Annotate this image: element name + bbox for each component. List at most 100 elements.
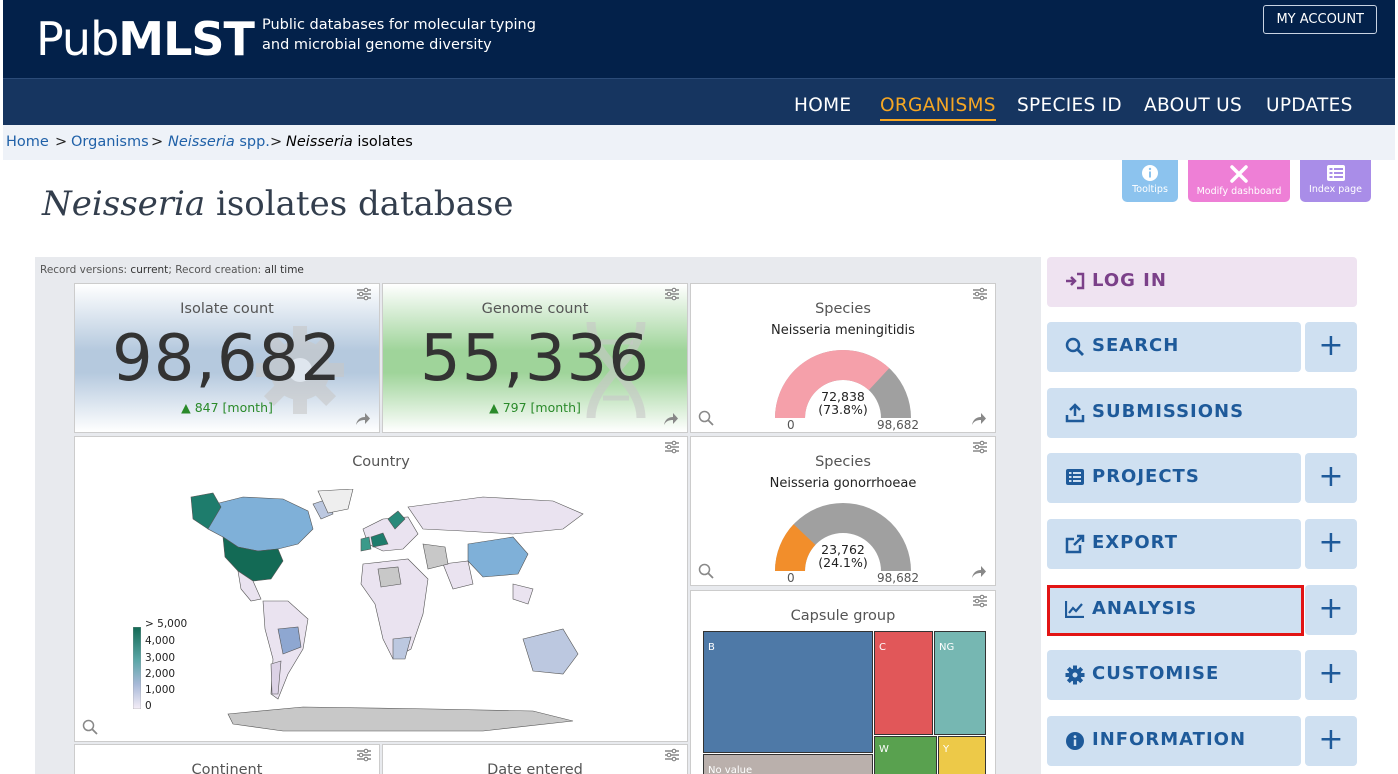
widget-settings-icon[interactable]	[664, 748, 680, 762]
site-tagline: Public databases for molecular typing an…	[262, 17, 536, 53]
gauge-fill	[775, 350, 890, 418]
treemap-cell-c[interactable]: C	[874, 631, 933, 735]
tools-icon	[1230, 165, 1248, 183]
nav-updates[interactable]: UPDATES	[1266, 95, 1353, 116]
nav-home[interactable]: HOME	[794, 95, 852, 116]
zoom-icon[interactable]	[82, 719, 98, 735]
breadcrumb-current: Neisseria isolates	[286, 134, 413, 150]
widget-settings-icon[interactable]	[356, 287, 372, 301]
widget-settings-icon[interactable]	[972, 594, 988, 608]
sign-in-icon	[1066, 272, 1085, 290]
gear-icon	[1065, 665, 1085, 685]
analysis-expand-button[interactable]: +	[1305, 585, 1357, 635]
dashboard: Record versions: current; Record creatio…	[35, 257, 1041, 774]
line-chart-icon	[1065, 601, 1084, 618]
nav-species-id[interactable]: SPECIES ID	[1017, 95, 1122, 116]
treemap-cell-no-value[interactable]: No value	[703, 754, 873, 774]
customise-button[interactable]: CUSTOMISE	[1047, 650, 1301, 700]
external-link-icon	[1065, 534, 1085, 554]
breadcrumb-separator: >	[151, 134, 164, 150]
widget-title: Species	[815, 301, 871, 317]
legend-label: 4,000	[145, 635, 176, 647]
treemap-cell-y[interactable]: Y	[938, 736, 986, 774]
site-header: PubMLST Public databases for molecular t…	[3, 0, 1395, 78]
zoom-icon[interactable]	[698, 410, 714, 426]
share-icon[interactable]	[663, 412, 679, 426]
log-in-button[interactable]: LOG IN	[1047, 257, 1357, 307]
site-logo[interactable]: PubMLST	[36, 12, 255, 66]
submissions-button[interactable]: SUBMISSIONS	[1047, 388, 1357, 438]
breadcrumb-home[interactable]: Home	[6, 134, 49, 150]
widget-title: Isolate count	[180, 301, 274, 317]
widget-subtitle: Neisseria gonorrhoeae	[769, 476, 917, 491]
isolate-delta: ▲ 847 [month]	[181, 400, 273, 415]
information-expand-button[interactable]: +	[1305, 716, 1357, 766]
treemap-cell-b[interactable]: B	[703, 631, 873, 753]
capsule-group-widget: Capsule group B C NG W Y No value	[690, 590, 996, 774]
widget-title: Genome count	[481, 301, 589, 317]
widget-title: Country	[352, 454, 410, 470]
widget-settings-icon[interactable]	[356, 748, 372, 762]
widget-subtitle: Neisseria meningitidis	[771, 323, 915, 338]
country-widget: Country	[74, 436, 688, 742]
genome-delta: ▲ 797 [month]	[489, 400, 581, 415]
widget-settings-icon[interactable]	[664, 440, 680, 454]
widget-title: Continent	[191, 762, 263, 774]
analysis-button[interactable]: ANALYSIS	[1047, 585, 1301, 635]
genome-count-widget: Genome count 55,336 ▲ 797 [month]	[382, 283, 688, 433]
search-icon	[1065, 337, 1084, 356]
record-info: Record versions: current; Record creatio…	[40, 264, 304, 276]
widget-settings-icon[interactable]	[972, 287, 988, 301]
export-expand-button[interactable]: +	[1305, 519, 1357, 569]
widget-title: Capsule group	[790, 608, 896, 624]
gauge-max: 98,682	[877, 418, 919, 432]
gauge-value: 23,762 (24.1%)	[818, 542, 868, 570]
widget-settings-icon[interactable]	[664, 287, 680, 301]
widget-settings-icon[interactable]	[972, 440, 988, 454]
page-title: Neisseria isolates database	[42, 184, 514, 224]
tooltips-button[interactable]: Tooltips	[1122, 160, 1178, 202]
list-icon	[1326, 165, 1345, 181]
breadcrumb-separator: >	[270, 134, 283, 150]
breadcrumb-neisseria[interactable]: Neisseria spp.	[168, 134, 270, 150]
gauge-fill	[775, 524, 816, 571]
info-icon	[1142, 165, 1158, 181]
projects-expand-button[interactable]: +	[1305, 453, 1357, 503]
date-entered-widget: Date entered	[382, 744, 688, 774]
breadcrumb-organisms[interactable]: Organisms	[71, 134, 149, 150]
search-expand-button[interactable]: +	[1305, 322, 1357, 372]
share-icon[interactable]	[971, 565, 987, 579]
legend-label: 1,000	[145, 684, 176, 696]
treemap-cell-ng[interactable]: NG	[934, 631, 986, 735]
customise-expand-button[interactable]: +	[1305, 650, 1357, 700]
upload-icon	[1065, 403, 1085, 423]
zoom-icon[interactable]	[698, 563, 714, 579]
breadcrumb: Home > Organisms > Neisseria spp. > Neis…	[3, 125, 1395, 160]
information-button[interactable]: INFORMATION	[1047, 716, 1301, 766]
my-account-button[interactable]: MY ACCOUNT	[1263, 5, 1377, 34]
isolate-count-value: 98,682	[112, 322, 342, 396]
share-icon[interactable]	[971, 412, 987, 426]
nav-about-us[interactable]: ABOUT US	[1144, 95, 1242, 116]
world-map	[190, 489, 584, 732]
cog-icon	[256, 326, 344, 414]
genome-count-value: 55,336	[420, 322, 650, 396]
gauge-chart	[775, 503, 911, 571]
selection-highlight	[1047, 585, 1304, 636]
widget-title: Date entered	[487, 762, 583, 774]
gauge-chart	[775, 350, 911, 418]
map-legend-scale	[133, 627, 141, 709]
gauge-min: 0	[787, 571, 795, 585]
projects-button[interactable]: PROJECTS	[1047, 453, 1301, 503]
export-button[interactable]: EXPORT	[1047, 519, 1301, 569]
treemap-cell-w[interactable]: W	[874, 736, 937, 774]
modify-dashboard-button[interactable]: Modify dashboard	[1188, 160, 1290, 202]
search-button[interactable]: SEARCH	[1047, 322, 1301, 372]
species-meningitidis-widget: Species Neisseria meningitidis 72,838 (73…	[690, 283, 996, 433]
breadcrumb-separator: >	[55, 134, 68, 150]
share-icon[interactable]	[355, 412, 371, 426]
index-page-button[interactable]: Index page	[1300, 160, 1371, 202]
legend-label: 3,000	[145, 652, 176, 664]
nav-organisms[interactable]: ORGANISMS	[880, 95, 996, 121]
